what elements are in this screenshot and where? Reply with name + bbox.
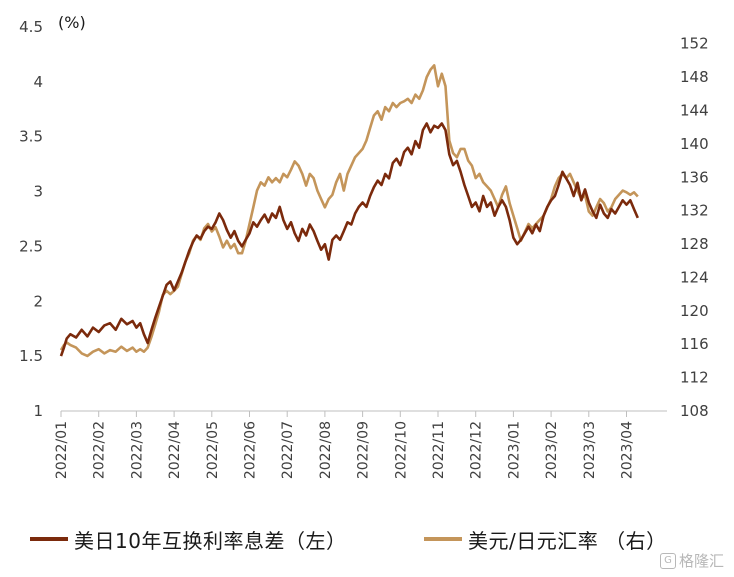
- left-tick-label: 1.5: [19, 347, 43, 365]
- x-tick-label: 2022/03: [129, 421, 145, 479]
- right-tick-label: 124: [680, 268, 709, 286]
- x-tick-label: 2022/05: [205, 421, 221, 479]
- series-layer: [59, 64, 639, 358]
- right-tick-label: 140: [680, 135, 709, 153]
- x-tick-label: 2023/01: [506, 421, 522, 479]
- x-tick-label: 2022/07: [280, 421, 296, 479]
- left-axis-unit-label: (%): [58, 13, 86, 32]
- x-tick-label: 2023/04: [620, 421, 636, 479]
- legend-label-spread: 美日10年互换利率息差（左）: [74, 528, 347, 553]
- x-tick-label: 2022/09: [356, 421, 372, 479]
- x-tick-label: 2023/03: [582, 421, 598, 479]
- x-axis-ticks: 2022/01 2022/02 2022/03 2022/04 2022/05 2022/…: [54, 411, 636, 479]
- right-tick-label: 148: [680, 68, 709, 86]
- right-tick-label: 136: [680, 168, 709, 186]
- left-tick-label: 3.5: [19, 128, 43, 146]
- left-tick-label: 4.5: [19, 18, 43, 36]
- left-axis-ticks: 1 1.5 2 2.5 3 3.5 4 4.5: [19, 18, 43, 420]
- series-line-usdjpy: [59, 64, 639, 358]
- left-tick-label: 4: [33, 73, 43, 91]
- x-tick-label: 2022/08: [318, 421, 334, 479]
- x-tick-label: 2022/01: [54, 421, 70, 479]
- legend: 美日10年互换利率息差（左） 美元/日元汇率 （右）: [0, 522, 734, 556]
- x-tick-label: 2022/02: [92, 421, 108, 479]
- left-tick-label: 3: [33, 183, 43, 201]
- right-axis-ticks: 108 112 116 120 124 128 132 136 140 144 148 152: [680, 35, 709, 420]
- right-tick-label: 116: [680, 335, 709, 353]
- dual-axis-line-chart: 1 1.5 2 2.5 3 3.5 4 4.5 108 112 116 120 124 128 132 13…: [19, 13, 709, 479]
- watermark: G 格隆汇: [660, 550, 724, 571]
- x-tick-label: 2022/04: [167, 421, 183, 479]
- right-tick-label: 144: [680, 101, 709, 119]
- left-tick-label: 2: [33, 292, 43, 310]
- x-tick-label: 2022/12: [469, 421, 485, 479]
- x-tick-label: 2022/06: [243, 421, 259, 479]
- x-tick-label: 2023/02: [544, 421, 560, 479]
- right-tick-label: 128: [680, 235, 709, 253]
- x-tick-label: 2022/11: [431, 421, 447, 479]
- watermark-logo-icon: G: [660, 552, 676, 569]
- legend-label-usdjpy: 美元/日元汇率 （右）: [468, 528, 667, 553]
- right-tick-label: 152: [680, 35, 709, 53]
- right-tick-label: 108: [680, 402, 709, 420]
- left-tick-label: 2.5: [19, 237, 43, 255]
- watermark-text: 格隆汇: [679, 552, 725, 570]
- right-tick-label: 120: [680, 302, 709, 320]
- series-line-spread: [59, 122, 639, 357]
- legend-swatch-spread: [30, 537, 68, 541]
- right-tick-label: 112: [680, 369, 709, 387]
- legend-item-spread: 美日10年互换利率息差（左）: [30, 522, 346, 556]
- legend-item-usdjpy: 美元/日元汇率 （右）: [424, 522, 667, 556]
- left-tick-label: 1: [33, 402, 43, 420]
- legend-swatch-usdjpy: [424, 537, 462, 541]
- right-tick-label: 132: [680, 202, 709, 220]
- x-tick-label: 2022/10: [393, 421, 409, 479]
